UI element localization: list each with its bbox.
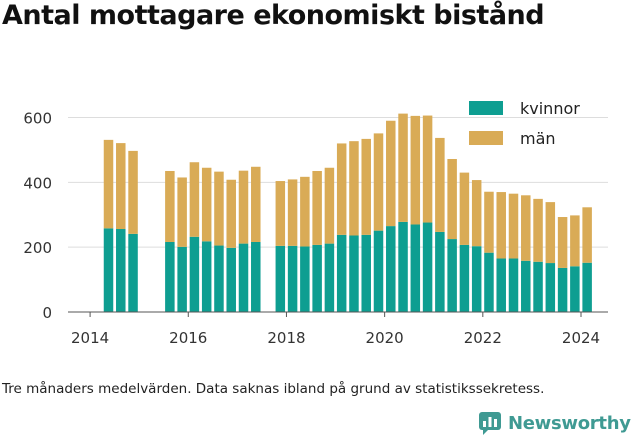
bar-kvinnor (103, 228, 114, 312)
bar-man (116, 143, 126, 230)
bar-kvinnor (336, 234, 347, 312)
bar-man (545, 202, 556, 264)
legend: kvinnor män (469, 99, 580, 148)
bar-kvinnor (459, 244, 470, 312)
bar-man (435, 137, 445, 232)
bar-man (165, 170, 175, 242)
bar-kvinnor (300, 246, 310, 312)
bar-man (398, 113, 408, 222)
y-tick-label: 600 (23, 110, 52, 128)
y-tick-label: 200 (23, 239, 52, 257)
bar-kvinnor (557, 267, 568, 312)
bar-kvinnor (238, 243, 249, 312)
newsworthy-logo[interactable]: Newsworthy (478, 409, 631, 437)
bar-kvinnor (189, 236, 200, 312)
legend-label: kvinnor (520, 99, 580, 118)
bar-kvinnor (410, 224, 421, 312)
footnote: Tre månaders medelvärden. Data saknas ib… (2, 381, 545, 397)
x-tick-labels: 2014 2016 2018 2020 2022 2024 (71, 329, 600, 347)
bar-man (128, 150, 138, 234)
legend-swatch (469, 131, 503, 145)
x-tick-label: 2022 (464, 329, 502, 347)
x-tick-label: 2016 (169, 329, 207, 347)
bar-man (103, 139, 114, 229)
bar-kvinnor (447, 239, 457, 312)
legend-label: män (520, 129, 556, 148)
bars (103, 113, 592, 312)
stacked-bar-chart: 0 200 400 600 2014 2016 2018 2020 2022 2024 kvin… (23, 99, 608, 347)
bar-kvinnor (349, 235, 359, 312)
bar-man (484, 191, 494, 253)
bar-kvinnor (201, 241, 212, 312)
bar-kvinnor (521, 260, 531, 312)
bar-kvinnor (226, 247, 236, 312)
bar-man (251, 166, 261, 242)
bar-man (275, 181, 286, 246)
bar-kvinnor (275, 245, 286, 312)
bar-man (447, 158, 457, 240)
bar-kvinnor (373, 230, 384, 312)
bar-man (238, 170, 249, 244)
x-tick-label: 2024 (562, 329, 600, 347)
bar-kvinnor (398, 221, 408, 312)
bar-man (471, 180, 482, 247)
bar-man (496, 192, 506, 259)
bar-kvinnor (435, 231, 445, 312)
y-tick-labels: 0 200 400 600 (23, 110, 52, 323)
legend-swatch (469, 101, 503, 115)
bar-man (312, 170, 322, 245)
bar-man (349, 141, 359, 236)
bar-man (459, 172, 470, 245)
bar-kvinnor (570, 266, 580, 312)
bar-man (361, 138, 371, 235)
bar-kvinnor (177, 246, 187, 312)
bar-man (324, 167, 335, 244)
bar-man (410, 115, 421, 225)
bar-man (201, 167, 212, 242)
brand-name: Newsworthy (508, 412, 631, 434)
bar-man (521, 195, 531, 261)
newsworthy-logo-icon (479, 412, 501, 435)
bar-man (287, 179, 298, 246)
bar-kvinnor (533, 261, 543, 312)
x-tick-label: 2018 (267, 329, 305, 347)
bar-kvinnor (545, 263, 556, 312)
bar-man (557, 217, 568, 268)
bar-kvinnor (214, 245, 224, 312)
y-tick-label: 0 (42, 304, 52, 322)
bar-kvinnor (582, 262, 592, 312)
bar-man (189, 162, 200, 237)
bar-kvinnor (165, 241, 175, 312)
bar-kvinnor (312, 244, 322, 312)
bar-kvinnor (324, 243, 335, 312)
bar-kvinnor (116, 229, 126, 312)
bar-man (373, 133, 384, 231)
bar-kvinnor (251, 241, 261, 312)
bar-man (177, 177, 187, 247)
bar-kvinnor (422, 222, 433, 312)
chart-title: Antal mottagare ekonomiskt bistånd (2, 0, 545, 31)
bar-man (422, 115, 433, 223)
bar-kvinnor (496, 258, 506, 312)
bar-man (300, 176, 310, 247)
bar-man (570, 215, 580, 267)
bar-kvinnor (471, 246, 482, 312)
bar-kvinnor (484, 252, 494, 312)
y-tick-label: 400 (23, 174, 52, 192)
bar-man (582, 207, 592, 263)
bar-kvinnor (361, 234, 371, 312)
bar-kvinnor (508, 258, 519, 312)
bar-man (386, 120, 396, 227)
bar-man (508, 193, 519, 259)
bar-man (533, 198, 543, 262)
x-tick-label: 2014 (71, 329, 109, 347)
bar-kvinnor (128, 233, 138, 312)
bar-man (226, 179, 236, 248)
x-axis (68, 311, 608, 317)
bar-kvinnor (287, 245, 298, 312)
bar-man (214, 171, 224, 246)
bar-kvinnor (386, 226, 396, 312)
x-tick-label: 2020 (366, 329, 404, 347)
bar-man (336, 143, 347, 235)
